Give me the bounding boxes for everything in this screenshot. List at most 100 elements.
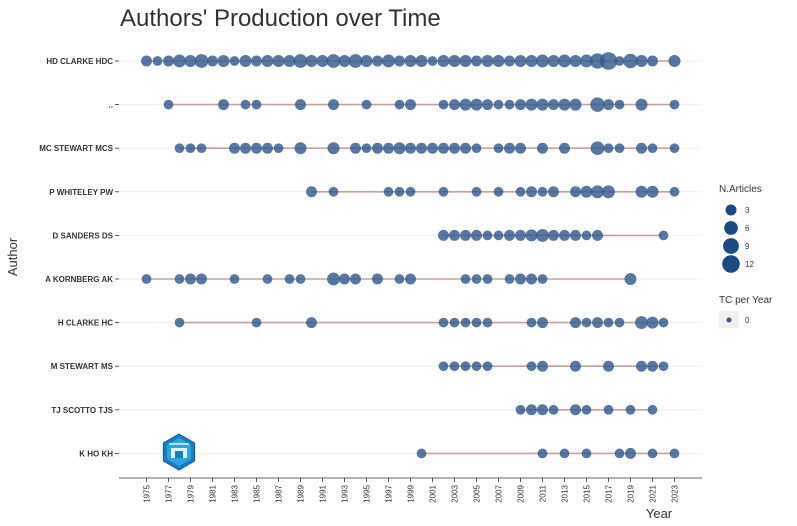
data-point <box>515 273 526 285</box>
data-point <box>305 55 318 67</box>
data-point <box>537 186 548 197</box>
data-point <box>449 317 460 328</box>
x-tick-label: 1977 <box>165 484 174 502</box>
data-point <box>646 185 659 198</box>
data-point <box>284 274 295 284</box>
data-point <box>581 317 592 328</box>
color-legend-title: TC per Year <box>719 295 773 306</box>
data-point <box>427 142 438 154</box>
data-point <box>405 186 416 197</box>
data-point <box>348 54 363 68</box>
data-point <box>438 186 449 197</box>
data-point <box>614 317 625 328</box>
x-tick-label: 2019 <box>627 484 636 502</box>
data-point <box>504 142 515 154</box>
data-point <box>581 404 592 415</box>
data-point <box>669 448 680 459</box>
x-tick-label: 1987 <box>275 484 284 502</box>
x-tick-label: 2005 <box>473 484 482 502</box>
x-tick-label: 2011 <box>539 484 548 502</box>
size-legend-point <box>723 238 739 254</box>
data-point <box>185 273 196 285</box>
x-tick-label: 2001 <box>429 484 438 502</box>
data-point <box>526 361 537 372</box>
data-point <box>548 404 559 415</box>
data-point <box>570 404 581 416</box>
data-point <box>614 99 625 110</box>
data-point <box>295 274 306 284</box>
data-point <box>383 186 394 197</box>
data-point <box>635 98 648 111</box>
data-point <box>590 141 605 156</box>
data-point <box>350 142 361 154</box>
x-tick-label: 2007 <box>495 484 504 502</box>
y-tick-label: TJ SCOTTO TJS <box>51 406 113 415</box>
data-point <box>614 143 625 154</box>
data-point <box>229 274 240 284</box>
data-point <box>262 274 273 284</box>
y-axis-title: Author <box>5 237 20 276</box>
data-point <box>482 317 493 328</box>
series-m-stewart-ms <box>438 360 669 372</box>
data-point <box>273 143 284 154</box>
data-point <box>438 99 449 110</box>
data-point <box>482 230 493 241</box>
data-point <box>647 55 658 67</box>
data-point <box>449 142 460 154</box>
data-point <box>229 142 240 154</box>
data-point <box>636 142 647 154</box>
x-tick-label: 1997 <box>385 484 394 502</box>
data-point <box>251 55 262 67</box>
data-point <box>603 317 614 328</box>
data-point <box>625 447 636 459</box>
x-tick-label: 1983 <box>231 484 240 502</box>
data-point <box>547 55 560 67</box>
data-point <box>328 99 339 111</box>
data-point <box>360 55 373 67</box>
data-point <box>536 228 549 242</box>
data-point <box>471 186 482 197</box>
x-tick-label: 1981 <box>209 484 218 502</box>
data-point <box>481 55 494 67</box>
data-point <box>647 404 658 415</box>
data-point <box>174 143 185 154</box>
data-point <box>548 186 559 198</box>
series-- <box>163 97 680 112</box>
x-tick-label: 1985 <box>253 484 262 502</box>
data-point <box>493 143 504 154</box>
data-point <box>526 273 537 285</box>
data-point <box>558 98 571 111</box>
y-tick-label: HD CLARKE HDC <box>46 57 113 66</box>
data-point <box>372 55 383 67</box>
x-tick-label: 1975 <box>143 484 152 502</box>
data-point <box>438 142 449 154</box>
data-point <box>470 98 483 111</box>
data-point <box>592 317 603 329</box>
series-d-sanders-ds <box>438 228 669 242</box>
grid <box>119 60 702 454</box>
data-point <box>515 186 526 197</box>
data-point <box>196 273 207 285</box>
data-point <box>537 274 548 284</box>
data-point <box>294 142 307 155</box>
size-legend-label: 12 <box>745 260 754 269</box>
data-point <box>515 404 526 415</box>
data-point <box>404 55 417 67</box>
data-point <box>251 317 262 328</box>
x-tick-label: 1979 <box>187 484 196 502</box>
data-point <box>559 448 570 459</box>
data-point <box>635 55 648 67</box>
data-point <box>558 54 571 68</box>
size-legend: N.Articles 3 6 9 12 <box>719 184 762 273</box>
y-tick-label: D SANDERS DS <box>53 231 114 240</box>
data-point <box>515 229 526 241</box>
data-point <box>592 229 603 241</box>
size-legend-point <box>725 204 737 216</box>
data-point <box>669 143 680 154</box>
data-point <box>460 317 471 328</box>
data-point <box>174 317 185 328</box>
data-point <box>383 142 394 154</box>
series-a-kornberg-ak <box>141 272 637 286</box>
data-point <box>624 273 637 285</box>
